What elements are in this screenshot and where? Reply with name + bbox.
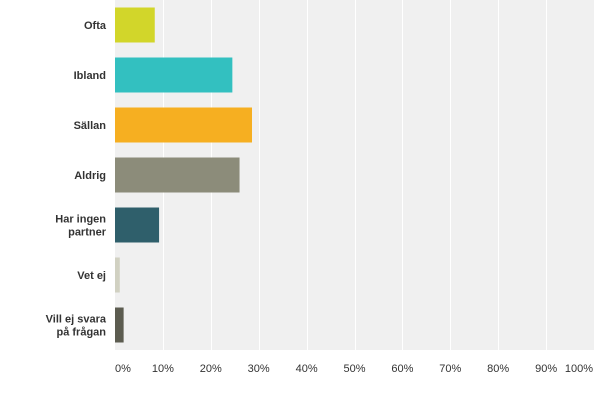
bar — [115, 57, 233, 93]
category-label: Vet ej — [77, 270, 106, 282]
x-tick-label: 50% — [343, 363, 365, 375]
x-tick-label: 0% — [115, 363, 131, 375]
category-label: Har ingen partner — [55, 214, 106, 239]
bar — [115, 257, 120, 293]
x-tick-label: 60% — [391, 363, 413, 375]
x-tick-label: 100% — [565, 363, 593, 375]
bar — [115, 107, 252, 143]
category-label: Ofta — [84, 20, 107, 32]
bar — [115, 7, 155, 43]
category-label: Sällan — [74, 120, 107, 132]
category-labels: Ofta Ibland Sällan Aldrig Har ingen partner Ve… — [46, 20, 107, 339]
x-tick-label: 90% — [535, 363, 557, 375]
bars — [115, 7, 252, 343]
x-tick-label: 10% — [152, 363, 174, 375]
category-label: Ibland — [74, 70, 106, 82]
x-tick-label: 40% — [296, 363, 318, 375]
x-axis-tick-labels: 0% 10% 20% 30% 40% 50% 60% 70% 80% 90% 100% — [115, 363, 593, 375]
bar — [115, 157, 240, 193]
category-label: Aldrig — [74, 170, 106, 182]
x-tick-label: 70% — [439, 363, 461, 375]
category-label: Vill ej svara på frågan — [46, 314, 107, 339]
bar — [115, 307, 124, 343]
x-tick-label: 30% — [248, 363, 270, 375]
x-tick-label: 20% — [200, 363, 222, 375]
x-tick-label: 80% — [487, 363, 509, 375]
bar — [115, 207, 160, 243]
